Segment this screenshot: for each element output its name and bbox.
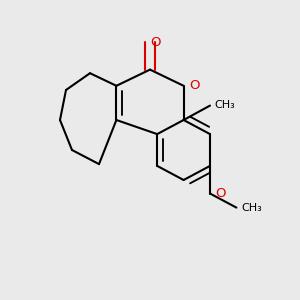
Text: O: O [150, 35, 160, 49]
Text: CH₃: CH₃ [214, 100, 235, 110]
Text: O: O [215, 187, 226, 200]
Text: O: O [189, 79, 200, 92]
Text: CH₃: CH₃ [241, 202, 262, 213]
